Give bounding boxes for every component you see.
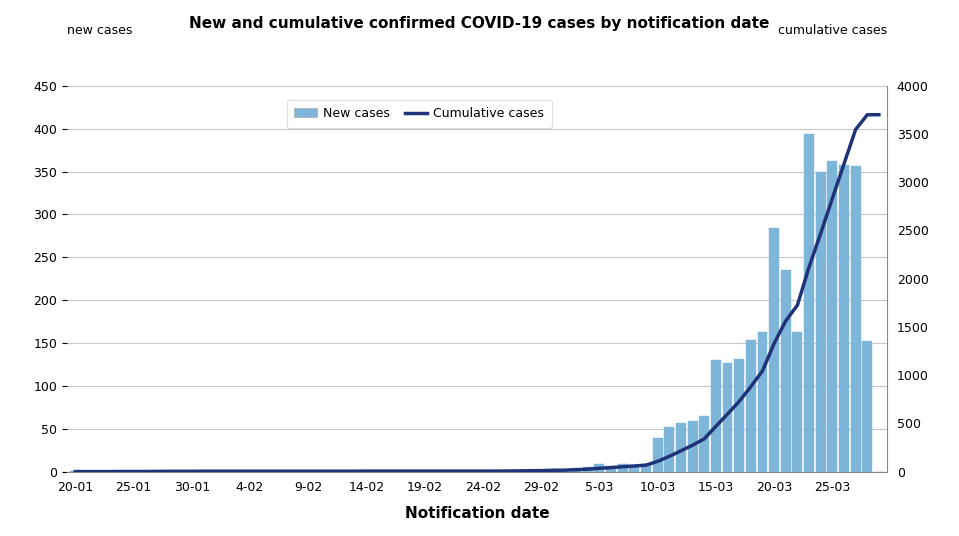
Bar: [199, 471, 208, 472]
Bar: [559, 470, 570, 472]
Bar: [816, 172, 826, 472]
Bar: [163, 471, 174, 472]
Bar: [152, 471, 162, 472]
Bar: [117, 471, 127, 472]
Bar: [851, 166, 860, 472]
Bar: [665, 427, 674, 472]
Bar: [735, 359, 744, 472]
Bar: [688, 421, 697, 472]
Bar: [606, 466, 616, 472]
Bar: [769, 228, 779, 472]
Bar: [781, 270, 791, 472]
Bar: [595, 464, 604, 472]
Bar: [653, 438, 663, 472]
Bar: [746, 340, 756, 472]
Bar: [792, 332, 803, 472]
Bar: [629, 465, 640, 472]
Text: cumulative cases: cumulative cases: [778, 24, 887, 37]
Bar: [699, 416, 709, 472]
Bar: [502, 471, 511, 472]
Bar: [618, 464, 627, 472]
Bar: [70, 471, 81, 472]
Bar: [548, 469, 558, 472]
Text: new cases: new cases: [67, 24, 132, 37]
Bar: [536, 471, 546, 472]
Bar: [722, 363, 733, 472]
Bar: [839, 165, 849, 472]
Bar: [676, 423, 686, 472]
Bar: [828, 161, 837, 472]
Bar: [758, 332, 767, 472]
Bar: [525, 470, 534, 472]
Bar: [583, 466, 593, 472]
Bar: [641, 464, 651, 472]
Bar: [711, 360, 721, 472]
X-axis label: Notification date: Notification date: [405, 505, 550, 520]
Bar: [513, 471, 523, 472]
Bar: [862, 341, 873, 472]
Legend: New cases, Cumulative cases: New cases, Cumulative cases: [287, 100, 551, 128]
Bar: [362, 471, 371, 472]
Bar: [804, 134, 814, 472]
Text: New and cumulative confirmed COVID-19 cases by notification date: New and cumulative confirmed COVID-19 ca…: [189, 16, 770, 31]
Bar: [572, 468, 581, 472]
